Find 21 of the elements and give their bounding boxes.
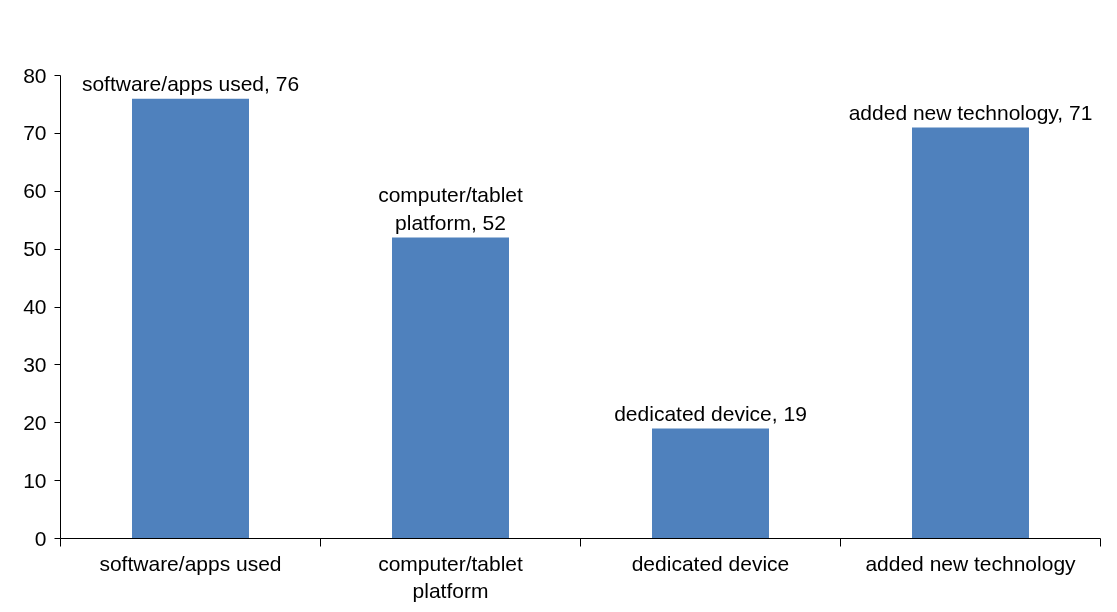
data-label: added new technology, 71 bbox=[848, 100, 1093, 124]
x-tick-label: software/apps used bbox=[99, 551, 282, 575]
y-tick-label: 70 bbox=[23, 121, 47, 145]
bar bbox=[652, 428, 769, 539]
x-tick-label: added new technology bbox=[865, 551, 1077, 575]
y-tick-label: 80 bbox=[23, 63, 47, 87]
x-tick-label: computer/tablet platform bbox=[378, 551, 524, 603]
y-tick-label: 30 bbox=[23, 352, 47, 376]
bar bbox=[912, 127, 1029, 539]
y-tick-label: 40 bbox=[23, 295, 47, 318]
data-label: computer/tablet platform, 52 bbox=[378, 182, 524, 234]
x-tick-label: dedicated device bbox=[631, 551, 790, 575]
y-tick-label: 60 bbox=[23, 179, 47, 203]
y-tick-label: 0 bbox=[34, 526, 47, 550]
y-tick-label: 10 bbox=[23, 468, 47, 492]
y-tick-label: 20 bbox=[23, 410, 47, 434]
data-label: software/apps used, 76 bbox=[81, 71, 300, 95]
bar bbox=[132, 98, 249, 539]
y-tick-label: 50 bbox=[23, 237, 47, 261]
bar bbox=[392, 237, 509, 539]
data-label: dedicated device, 19 bbox=[614, 401, 807, 425]
